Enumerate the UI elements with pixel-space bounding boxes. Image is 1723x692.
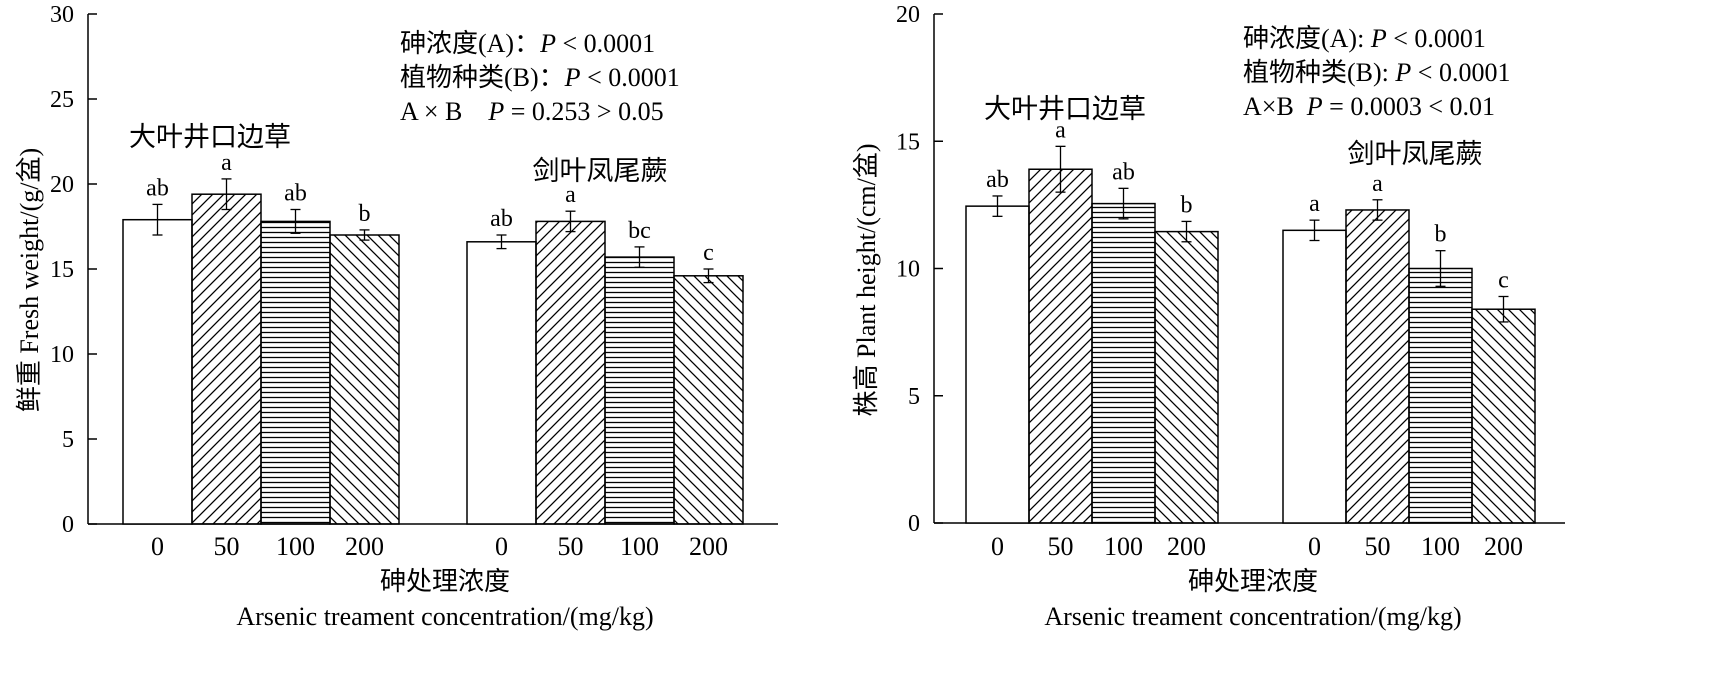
significance-letter: ab [490, 206, 513, 232]
y-tick-label: 15 [50, 257, 74, 283]
x-tick-label: 0 [991, 532, 1004, 561]
stats-p-symbol: P [1306, 92, 1323, 121]
y-tick-label: 0 [908, 511, 920, 537]
bar [1028, 168, 1093, 524]
y-tick-label: 15 [896, 129, 920, 155]
y-axis-label: 鲜重 Fresh weight/(g/盆) [15, 148, 44, 412]
significance-letter: ab [146, 175, 169, 201]
significance-letter: a [565, 182, 576, 208]
stats-value: = 0.0003 < 0.01 [1323, 92, 1495, 121]
stats-p-symbol: P [539, 29, 556, 58]
significance-letter: b [1435, 222, 1447, 248]
significance-letter: c [703, 240, 714, 266]
significance-letter: a [1372, 171, 1383, 197]
stats-p-symbol: P [1370, 24, 1387, 53]
x-tick-label: 50 [1048, 532, 1074, 561]
x-tick-label: 200 [689, 532, 728, 561]
x-tick-label: 200 [345, 532, 384, 561]
x-tick-label: 50 [214, 532, 240, 561]
bar [1345, 209, 1410, 524]
bar [1282, 229, 1347, 524]
significance-letter: a [1309, 191, 1320, 217]
stats-value: < 0.0001 [1387, 24, 1486, 53]
stats-value: < 0.0001 [581, 63, 680, 92]
bar [1091, 202, 1156, 524]
stats-annotation: 植物种类(B): P < 0.0001 [1243, 58, 1510, 87]
bar [1471, 308, 1536, 524]
stats-label: 砷浓度(A): [1243, 24, 1371, 53]
significance-letter: ab [986, 167, 1009, 193]
significance-letter: c [1498, 267, 1509, 293]
bar [260, 220, 331, 525]
bar [329, 234, 400, 525]
stats-annotation: 植物种类(B)：P < 0.0001 [400, 63, 680, 92]
x-tick-label: 100 [276, 532, 315, 561]
x-tick-label: 200 [1167, 532, 1206, 561]
x-axis-label-en: Arsenic treament concentration/(mg/kg) [1044, 602, 1461, 631]
stats-label: 砷浓度(A)： [400, 29, 540, 58]
stats-label: A × B [400, 97, 488, 126]
group-label: 大叶井口边草 [129, 122, 291, 152]
x-tick-label: 0 [1308, 532, 1321, 561]
stats-label: 植物种类(B)： [400, 63, 565, 92]
y-tick-label: 10 [896, 257, 920, 283]
y-tick-label: 0 [62, 512, 74, 538]
bar [604, 256, 675, 525]
significance-letter: ab [1112, 159, 1135, 185]
x-tick-label: 100 [620, 532, 659, 561]
y-axis-label: 株高 Plant height/(cm/盆) [852, 144, 881, 417]
significance-letter: a [221, 150, 232, 176]
stats-value: = 0.253 > 0.05 [504, 97, 663, 126]
x-axis-label-cn: 砷处理浓度 [380, 567, 510, 596]
bar [673, 275, 744, 525]
y-tick-label: 5 [62, 427, 74, 453]
stats-p-symbol: P [487, 97, 504, 126]
stats-annotation: A × B P = 0.253 > 0.05 [400, 97, 664, 126]
y-tick-label: 25 [50, 87, 74, 113]
bar [191, 193, 262, 525]
x-axis-label-en: Arsenic treament concentration/(mg/kg) [236, 602, 653, 631]
y-tick-label: 5 [908, 384, 920, 410]
significance-letter: ab [284, 181, 307, 207]
stats-annotation: A×B P = 0.0003 < 0.01 [1243, 92, 1495, 121]
x-axis-label-cn: 砷处理浓度 [1188, 567, 1318, 596]
bar [122, 218, 193, 525]
stats-annotation: 砷浓度(A)：P < 0.0001 [400, 29, 655, 58]
bar [466, 241, 537, 525]
stats-value: < 0.0001 [1411, 58, 1510, 87]
bar [1408, 267, 1473, 524]
significance-letter: b [1181, 192, 1193, 218]
x-tick-label: 0 [151, 532, 164, 561]
significance-letter: a [1055, 117, 1066, 143]
group-label: 剑叶凤尾蕨 [1348, 139, 1483, 169]
x-tick-label: 100 [1104, 532, 1143, 561]
x-tick-label: 100 [1421, 532, 1460, 561]
y-tick-label: 10 [50, 342, 74, 368]
x-tick-label: 50 [1365, 532, 1391, 561]
x-tick-label: 200 [1484, 532, 1523, 561]
stats-label: 植物种类(B): [1243, 58, 1395, 87]
bar [1154, 230, 1219, 524]
y-tick-label: 20 [896, 2, 920, 28]
stats-p-symbol: P [564, 63, 581, 92]
stats-value: < 0.0001 [556, 29, 655, 58]
x-tick-label: 0 [495, 532, 508, 561]
y-tick-label: 30 [50, 2, 74, 28]
x-tick-label: 50 [558, 532, 584, 561]
significance-letter: bc [628, 218, 651, 244]
bar [965, 205, 1030, 524]
significance-letter: b [359, 201, 371, 227]
y-tick-label: 20 [50, 172, 74, 198]
group-label: 剑叶凤尾蕨 [533, 156, 668, 186]
stats-label: A×B [1243, 92, 1307, 121]
bar [535, 220, 606, 525]
stats-p-symbol: P [1394, 58, 1411, 87]
group-label: 大叶井口边草 [984, 94, 1146, 124]
stats-annotation: 砷浓度(A): P < 0.0001 [1243, 24, 1486, 53]
